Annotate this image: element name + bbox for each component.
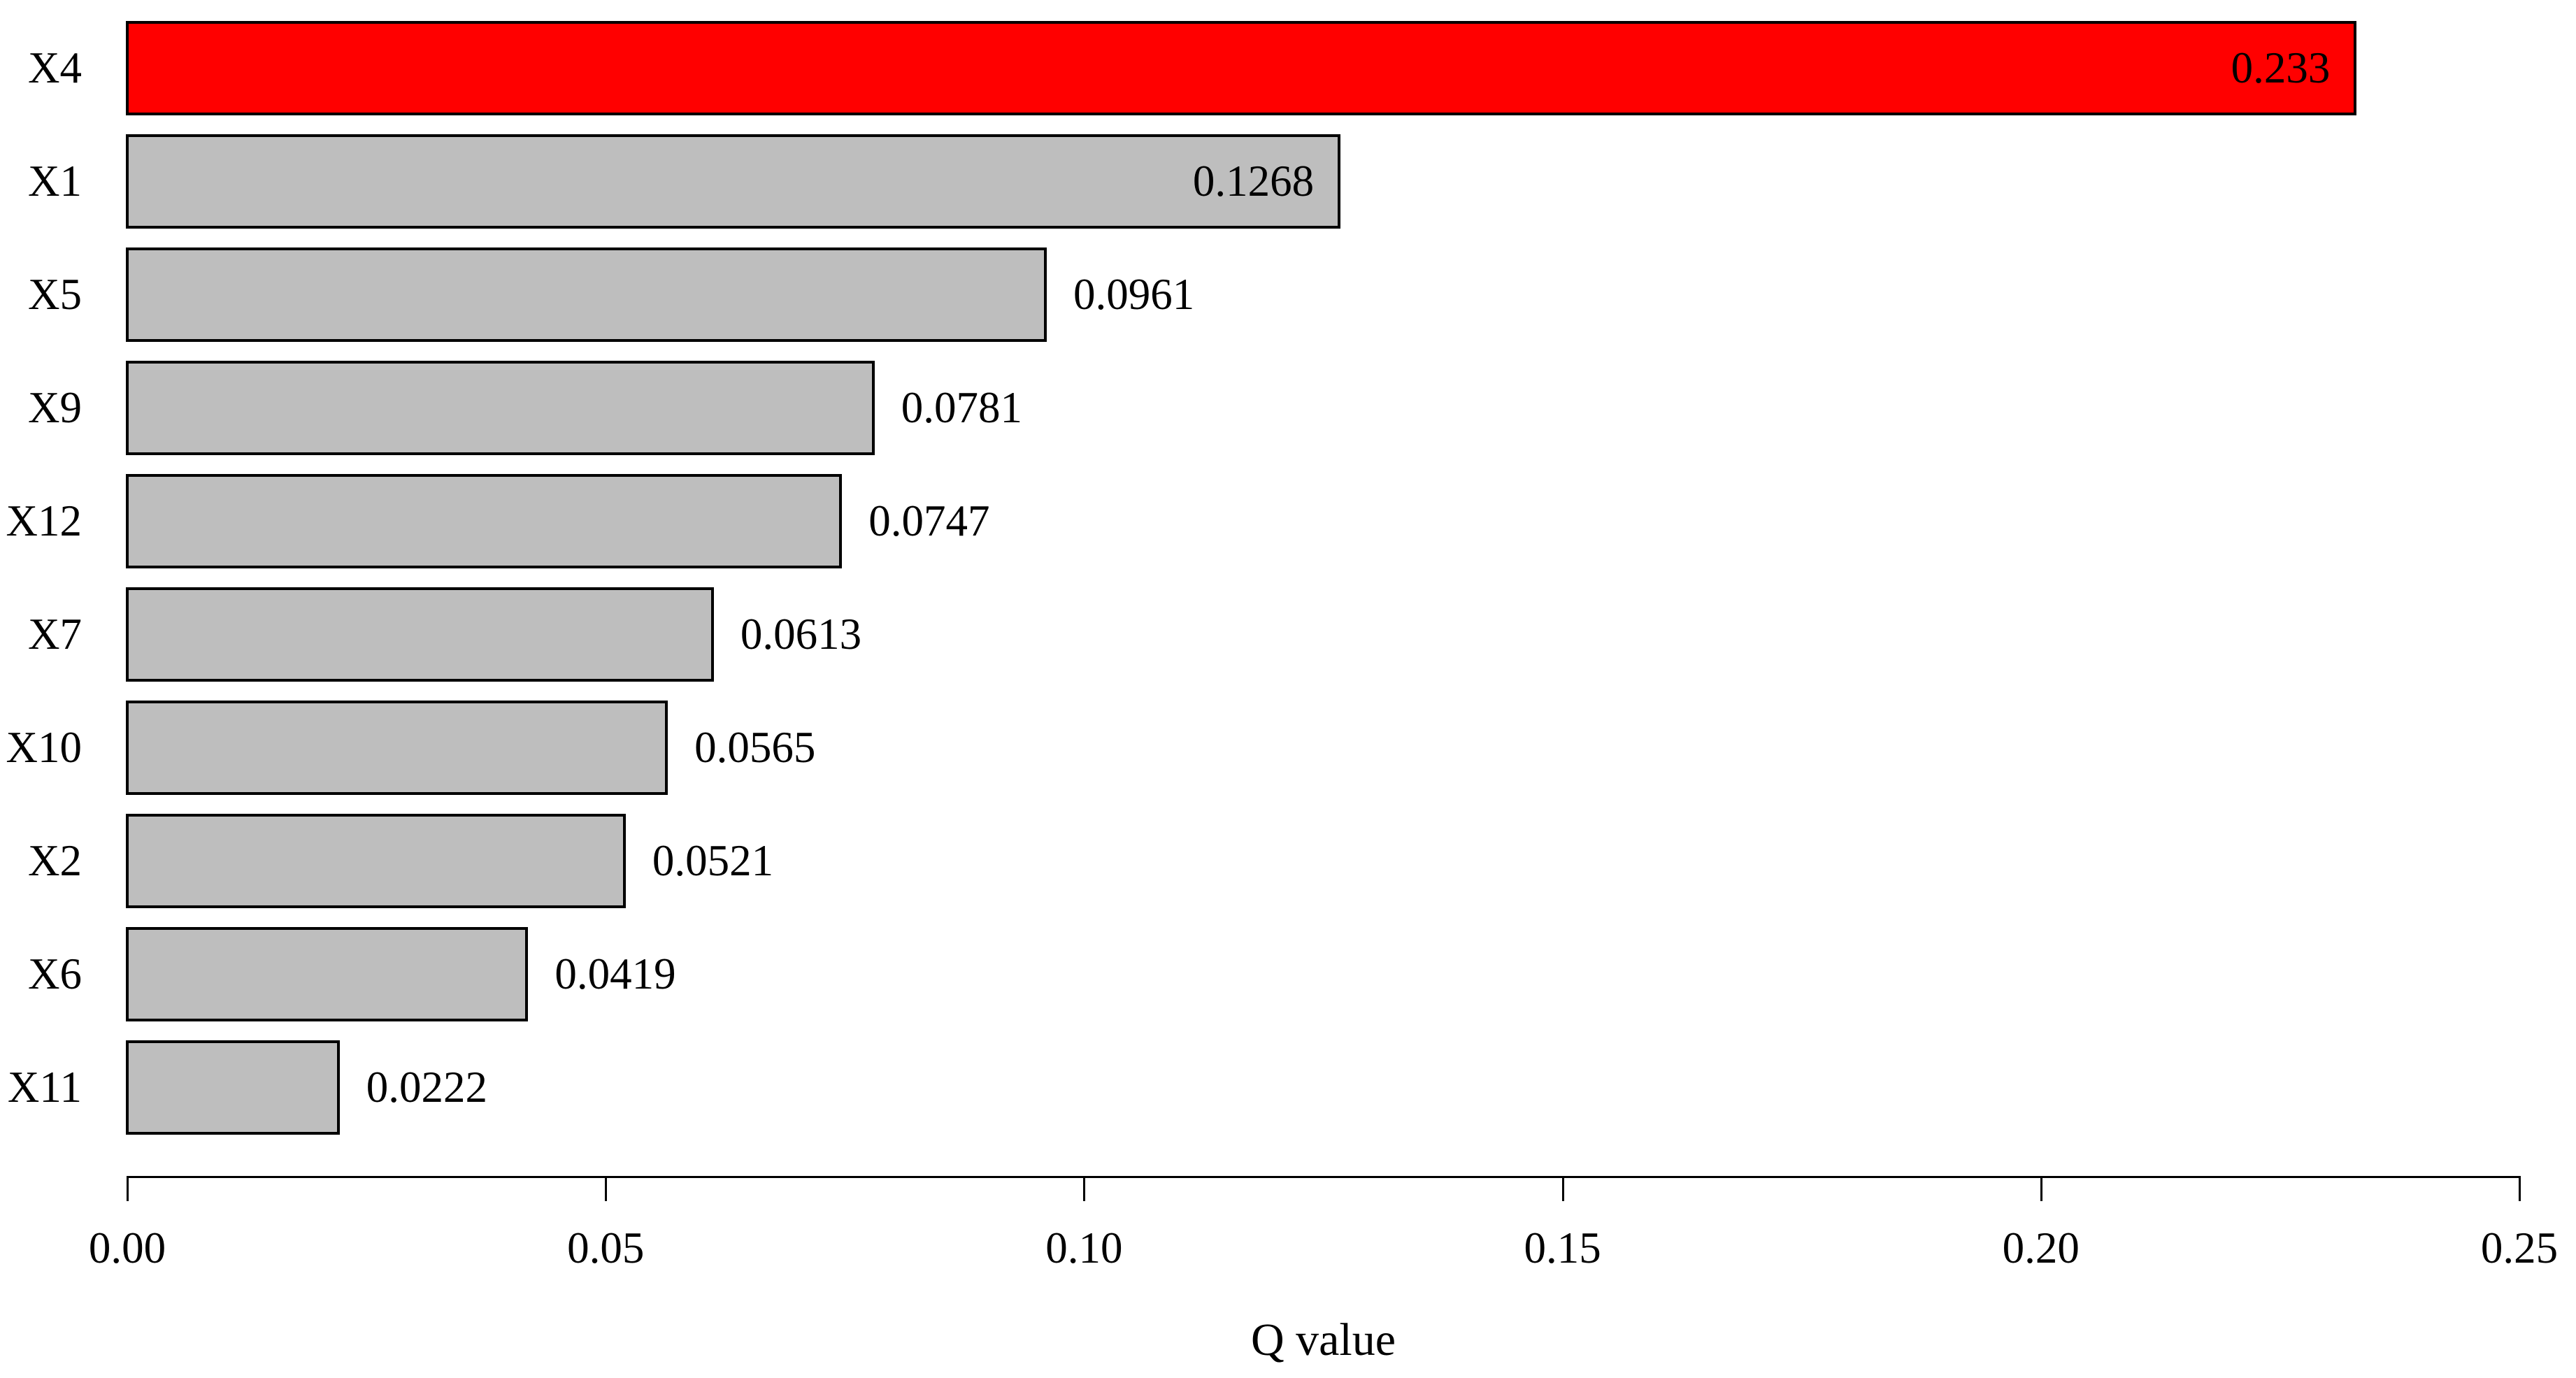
bar-x1 <box>126 134 1340 229</box>
bar-row-x9: X9 0.0781 <box>0 361 2576 455</box>
bar-row-x6: X6 0.0419 <box>0 927 2576 1021</box>
bar-value-label-x4: 0.233 <box>2231 43 2331 92</box>
y-axis-label-x11: X11 <box>7 1063 82 1112</box>
bar-value-label-x11: 0.0222 <box>366 1063 488 1112</box>
y-axis-label-x5: X5 <box>28 270 82 319</box>
x-axis-tick-0.05 <box>605 1176 608 1201</box>
x-axis-tick-label-0.15: 0.15 <box>1524 1223 1601 1272</box>
bar-row-x4: X4 0.233 <box>0 21 2576 115</box>
x-axis-tick-0.20 <box>2040 1176 2042 1201</box>
bar-x2 <box>126 814 626 908</box>
bar-x10 <box>126 701 668 795</box>
bar-value-label-x10: 0.0565 <box>694 723 816 772</box>
x-axis-tick-label-0.05: 0.05 <box>567 1223 645 1272</box>
bar-row-x1: X1 0.1268 <box>0 134 2576 229</box>
bar-x6 <box>126 927 528 1021</box>
bar-value-label-x5: 0.0961 <box>1073 270 1195 319</box>
y-axis-label-x12: X12 <box>6 496 83 545</box>
y-axis-label-x2: X2 <box>28 836 82 885</box>
bar-x11 <box>126 1040 340 1135</box>
bar-x9 <box>126 361 875 455</box>
x-axis-tick-0.25 <box>2519 1176 2521 1201</box>
x-axis-tick-label-0.25: 0.25 <box>2480 1223 2559 1272</box>
y-axis-label-x1: X1 <box>28 157 82 206</box>
bar-row-x10: X10 0.0565 <box>0 701 2576 795</box>
bar-x12 <box>126 474 842 568</box>
bar-value-label-x2: 0.0521 <box>652 836 774 885</box>
bar-value-label-x9: 0.0781 <box>901 383 1022 432</box>
x-axis-tick-0.10 <box>1083 1176 1086 1201</box>
y-axis-label-x6: X6 <box>28 949 82 998</box>
x-axis-tick-0.00 <box>127 1176 129 1201</box>
bar-row-x5: X5 0.0961 <box>0 247 2576 342</box>
y-axis-label-x7: X7 <box>28 610 82 659</box>
x-axis-tick-label-0.20: 0.20 <box>2002 1223 2080 1272</box>
bar-value-label-x12: 0.0747 <box>868 496 990 545</box>
x-axis-tick-label-0.00: 0.00 <box>88 1223 166 1272</box>
x-axis-tick-label-0.10: 0.10 <box>1045 1223 1123 1272</box>
bar-row-x7: X7 0.0613 <box>0 587 2576 682</box>
bar-value-label-x6: 0.0419 <box>554 949 676 998</box>
bar-value-label-x1: 0.1268 <box>1192 157 1315 206</box>
bar-x5 <box>126 247 1047 342</box>
bar-row-x11: X11 0.0222 <box>0 1040 2576 1135</box>
y-axis-label-x10: X10 <box>6 723 83 772</box>
bar-value-label-x7: 0.0613 <box>740 610 862 659</box>
x-axis-title: Q value <box>1250 1314 1396 1365</box>
bar-row-x2: X2 0.0521 <box>0 814 2576 908</box>
y-axis-label-x4: X4 <box>28 43 82 92</box>
bar-x4 <box>126 21 2356 115</box>
y-axis-label-x9: X9 <box>28 383 82 432</box>
x-axis-tick-0.15 <box>1561 1176 1564 1201</box>
bar-row-x12: X12 0.0747 <box>0 474 2576 568</box>
bar-x7 <box>126 587 714 682</box>
x-axis-line <box>127 1176 2521 1178</box>
